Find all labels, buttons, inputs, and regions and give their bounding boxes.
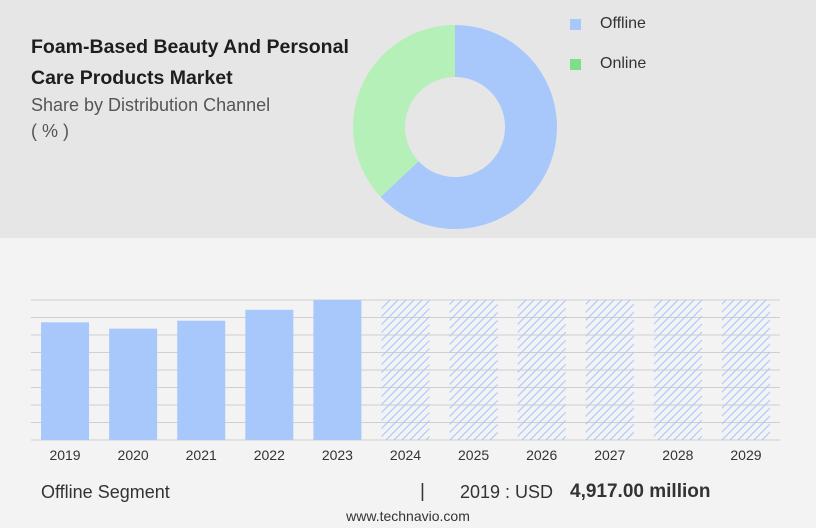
- bar-2021: [177, 320, 226, 440]
- forecast-bar-2027: [585, 300, 634, 440]
- x-tick-label-2022: 2022: [254, 447, 285, 463]
- footer-year-label: 2019 : USD: [460, 482, 554, 502]
- legend-label-online: Online: [600, 55, 647, 72]
- bar-2019: [41, 322, 90, 440]
- forecast-bar-2026: [517, 300, 566, 440]
- subtitle-line-1: Share by Distribution Channel: [31, 95, 271, 115]
- source-url: www.technavio.com: [346, 508, 470, 524]
- legend-swatch-online: [570, 58, 581, 70]
- forecast-bar-2025: [449, 300, 498, 440]
- x-tick-label-2029: 2029: [730, 447, 761, 463]
- legend-swatch-offline: [570, 18, 581, 30]
- x-tick-label-2021: 2021: [186, 447, 217, 463]
- x-tick-label-2028: 2028: [662, 447, 693, 463]
- x-tick-label-2026: 2026: [526, 447, 557, 463]
- donut-chart: [353, 25, 557, 229]
- footer-value: 4,917.00 million: [570, 481, 711, 502]
- x-tick-label-2023: 2023: [322, 447, 353, 463]
- x-tick-label-2025: 2025: [458, 447, 489, 463]
- forecast-bar-2029: [721, 300, 770, 440]
- subtitle-line-2: ( % ): [31, 121, 69, 141]
- chart-title: Foam-Based Beauty And Personal Care Prod…: [31, 36, 349, 89]
- legend-item-offline: Offline: [570, 14, 646, 34]
- donut-slice-offline: [380, 25, 557, 229]
- chart-subtitle: Share by Distribution Channel ( % ): [31, 92, 270, 144]
- forecast-bar-2028: [653, 300, 702, 440]
- legend-item-online: Online: [570, 54, 646, 74]
- bar-chart: 2019 2020 2021 2022 2023 2024 2025 2026 2027 2028…: [31, 299, 780, 463]
- footer-segment-label: Offline Segment: [41, 482, 170, 502]
- bar-2023: [313, 300, 362, 440]
- footer-separator: |: [420, 481, 425, 502]
- legend-label-offline: Offline: [600, 15, 646, 32]
- x-tick-label-2027: 2027: [594, 447, 625, 463]
- donut-slice-online: [353, 25, 455, 197]
- x-tick-label-2024: 2024: [390, 447, 421, 463]
- forecast-bar-2024: [381, 300, 430, 440]
- bar-2020: [109, 328, 158, 440]
- legend: Offline Online: [570, 14, 646, 94]
- bar-2022: [245, 309, 294, 440]
- x-tick-label-2020: 2020: [118, 447, 149, 463]
- x-tick-label-2019: 2019: [49, 447, 80, 463]
